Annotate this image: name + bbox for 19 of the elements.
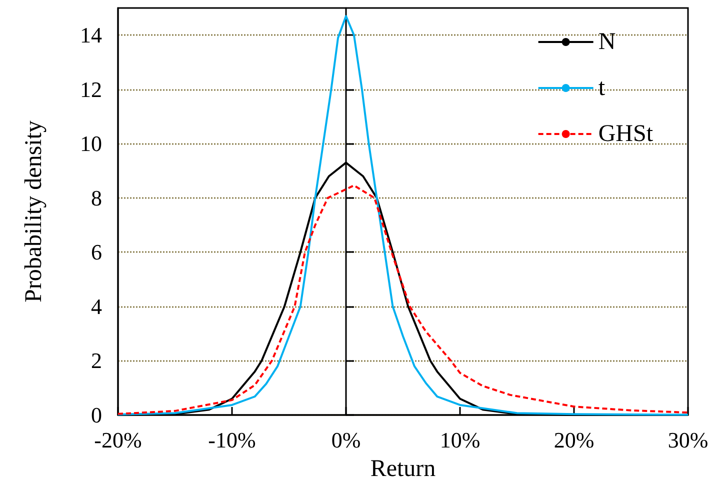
y-tick-label: 4: [91, 294, 102, 319]
x-axis-title: Return: [370, 456, 436, 482]
y-tick-label: 12: [80, 76, 102, 102]
legend-label: t: [598, 75, 606, 101]
legend-label: N: [598, 29, 616, 55]
x-tick-label: 30%: [668, 428, 708, 452]
y-tick-label: 0: [91, 402, 102, 428]
y-tick-label: 6: [91, 240, 102, 265]
y-tick-label: 10: [80, 131, 102, 156]
y-axis-title: Probability density: [21, 120, 47, 302]
x-tick-label: -10%: [208, 428, 256, 452]
x-tick-label: 10%: [440, 428, 480, 452]
x-tick-label: -20%: [94, 428, 142, 452]
y-tick-label: 8: [91, 185, 102, 210]
legend-label: GHSt: [598, 121, 654, 147]
x-tick-label: 20%: [554, 428, 594, 452]
y-tick-label: 14: [80, 22, 102, 48]
y-tick-label: 2: [91, 348, 102, 374]
x-tick-label: 0%: [331, 428, 361, 452]
